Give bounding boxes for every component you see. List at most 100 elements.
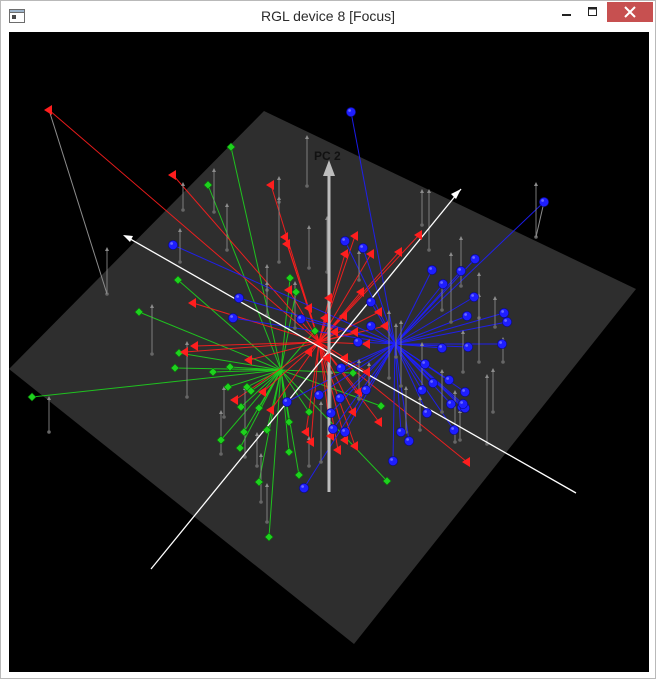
loading-vector	[318, 331, 356, 343]
loading-vector	[248, 341, 320, 361]
loading-vector	[48, 109, 320, 343]
loading-vector	[250, 369, 282, 392]
blue-sphere-point	[502, 317, 512, 327]
loading-vector	[229, 366, 282, 371]
green-diamond-point	[284, 417, 294, 427]
blue-sphere-point	[335, 393, 345, 403]
red-triangle-point	[339, 311, 347, 321]
shadow-point	[305, 184, 309, 188]
shadow-point	[307, 464, 311, 468]
blue-sphere-point	[388, 456, 398, 466]
loading-vector	[184, 341, 320, 353]
sphere-highlight	[338, 365, 341, 368]
blue-sphere-point	[234, 293, 244, 303]
blue-sphere-point	[346, 107, 356, 117]
drop-line-tip	[259, 453, 263, 457]
red-triangle-point	[258, 387, 266, 397]
green-diamond-point	[304, 407, 314, 417]
sphere-highlight	[429, 267, 432, 270]
green-diamond-point	[216, 435, 226, 445]
sphere-highlight	[460, 401, 463, 404]
blue-sphere-point	[462, 311, 472, 321]
loading-vector	[280, 369, 290, 423]
sphere-highlight	[448, 401, 451, 404]
green-diamond-point	[225, 362, 235, 372]
blue-sphere-point	[497, 339, 507, 349]
green-diamond-point	[170, 363, 180, 373]
red-triangle-point	[340, 353, 348, 363]
loading-vector	[392, 343, 396, 462]
green-diamond-point	[284, 447, 294, 457]
red-triangle-point	[462, 457, 470, 467]
drop-line-tip	[305, 135, 309, 139]
pc2-axis-arrow-icon	[323, 160, 335, 176]
sphere-highlight	[368, 323, 371, 326]
shadow-point	[277, 260, 281, 264]
close-button[interactable]	[607, 2, 653, 22]
blue-sphere-point	[299, 483, 309, 493]
minimize-icon	[562, 14, 571, 16]
loading-vector	[318, 341, 354, 413]
sphere-highlight	[328, 410, 331, 413]
drop-line-tip	[277, 196, 281, 200]
minimize-button[interactable]	[554, 2, 580, 22]
blue-sphere-point	[427, 265, 437, 275]
maximize-button[interactable]	[580, 2, 606, 22]
pca-3d-scene: PC 2	[9, 105, 636, 644]
shadow-point	[319, 460, 323, 464]
drop-line-tip	[255, 432, 259, 436]
shadow-point	[420, 223, 424, 227]
red-triangle-point	[188, 298, 196, 308]
blue-sphere-point	[340, 427, 350, 437]
drop-line-tip	[449, 252, 453, 256]
drop-line-tip	[181, 182, 185, 186]
drop-line-tip	[399, 320, 403, 324]
loading-vector	[305, 341, 320, 433]
sphere-highlight	[330, 426, 333, 429]
title-bar[interactable]: RGL device 8 [Focus]	[1, 1, 655, 33]
app-icon	[9, 9, 25, 23]
red-triangle-point	[304, 303, 312, 313]
sphere-highlight	[465, 344, 468, 347]
drop-line-tip	[459, 236, 463, 240]
blue-sphere-point	[469, 292, 479, 302]
loading-vector	[318, 291, 362, 343]
shadow-point	[458, 438, 462, 442]
loading-vector	[31, 369, 282, 398]
sphere-highlight	[406, 438, 409, 441]
red-triangle-point	[266, 405, 274, 415]
blue-sphere-point	[340, 236, 350, 246]
red-triangle-point	[244, 355, 252, 365]
loading-vector	[318, 317, 326, 343]
sphere-highlight	[363, 387, 366, 390]
loading-vector	[394, 315, 468, 345]
red-triangle-point	[280, 232, 288, 242]
drop-line-tip	[178, 228, 182, 232]
loading-vector	[227, 369, 282, 388]
red-triangle-point	[362, 339, 370, 349]
drop-line-tip	[420, 189, 424, 193]
drop-line-tip	[307, 225, 311, 229]
loading-vector	[394, 201, 545, 345]
drop-line-tip	[319, 401, 323, 405]
sphere-highlight	[348, 109, 351, 112]
blue-sphere-point	[438, 279, 448, 289]
shadow-point	[265, 520, 269, 524]
drop-line-tip	[219, 410, 223, 414]
red-triangle-point	[180, 347, 188, 357]
shadow-point	[212, 210, 216, 214]
loading-vector	[318, 341, 468, 463]
blue-sphere-point	[168, 240, 178, 250]
drop-line-tip	[222, 386, 226, 390]
loading-vector	[394, 343, 443, 349]
pc-axis-line	[124, 235, 577, 494]
drop-line-tip	[357, 359, 361, 363]
red-triangle-point	[350, 441, 358, 451]
drop-line-tip	[265, 264, 269, 268]
loading-vector	[280, 291, 297, 371]
sphere-highlight	[504, 319, 507, 322]
drop-line-tip	[404, 386, 408, 390]
sphere-highlight	[355, 339, 358, 342]
rgl-3d-viewport[interactable]: PC 2	[9, 32, 649, 672]
green-diamond-point	[226, 142, 236, 152]
